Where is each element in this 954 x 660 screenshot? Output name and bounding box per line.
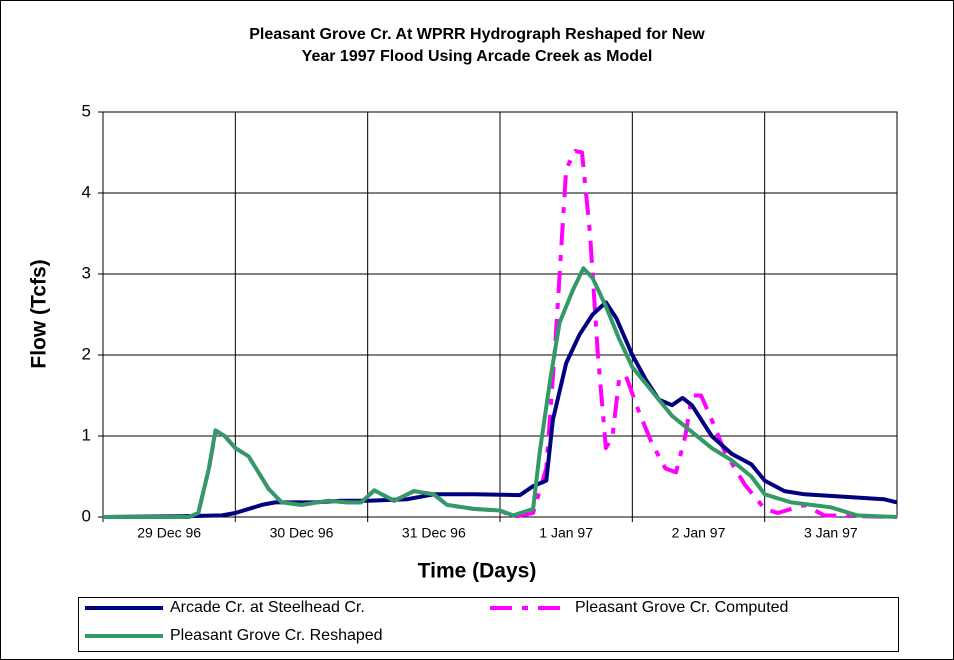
y-tick-label: 5 [82,101,91,120]
y-tick-label: 4 [82,182,91,201]
legend-box [78,597,899,652]
series-line [103,266,898,519]
legend-label: Arcade Cr. at Steelhead Cr. [170,599,365,616]
legend-label: Pleasant Grove Cr. Computed [575,599,788,616]
x-tick-label: 2 Jan 97 [672,525,726,541]
y-tick-label: 3 [82,263,91,282]
x-tick-label: 3 Jan 97 [804,525,858,541]
x-axis-title: Time (Days) [418,560,537,583]
x-tick-label: 30 Dec 96 [270,525,334,541]
chart-title: Year 1997 Flood Using Arcade Creek as Mo… [302,48,653,65]
y-axis-title: Flow (Tcfs) [28,259,51,368]
y-tick-label: 1 [82,425,91,444]
chart-title: Pleasant Grove Cr. At WPRR Hydrograph Re… [249,26,705,43]
y-tick-label: 0 [82,506,91,525]
x-tick-label: 31 Dec 96 [402,525,466,541]
x-tick-label: 29 Dec 96 [137,525,201,541]
y-tick-label: 2 [82,344,91,363]
x-tick-label: 1 Jan 97 [539,525,593,541]
legend-label: Pleasant Grove Cr. Reshaped [170,627,383,644]
